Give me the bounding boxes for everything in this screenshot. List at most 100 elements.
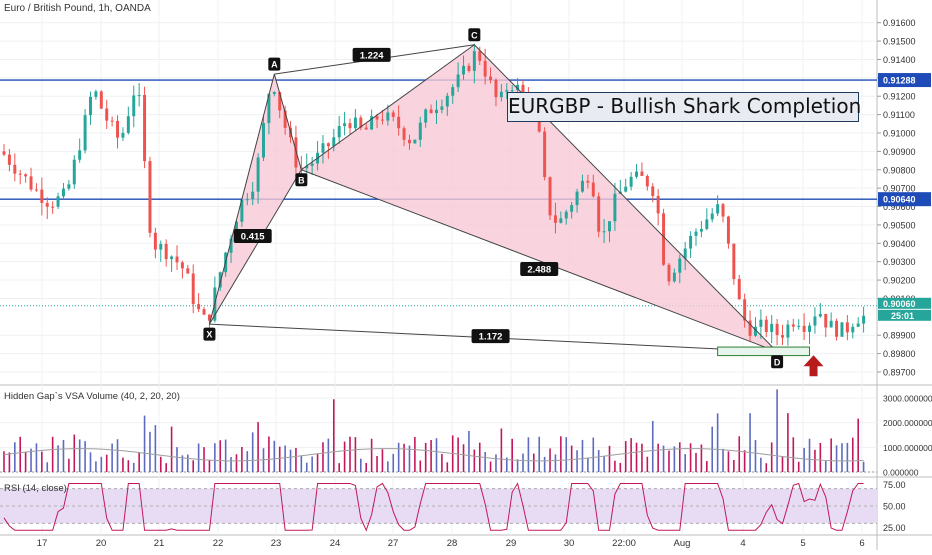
candle xyxy=(808,322,812,345)
bullish-arrow-icon xyxy=(803,355,824,377)
ratio-label: 1.172 xyxy=(479,332,503,343)
candle-body xyxy=(359,117,363,128)
candle-body xyxy=(267,93,271,123)
candle-body xyxy=(262,122,265,158)
y-tick-label: 0.91000 xyxy=(883,129,916,139)
candle-body xyxy=(764,319,768,333)
pattern-triangle-xab xyxy=(209,74,302,325)
candle xyxy=(548,176,552,220)
candle-body xyxy=(348,123,352,129)
volume-tick-label: 1000.000000 xyxy=(883,443,932,453)
candle xyxy=(710,208,714,223)
candle-body xyxy=(424,109,428,123)
pattern-point-marker xyxy=(468,28,481,42)
candle-body xyxy=(856,323,860,327)
candle-body xyxy=(278,92,282,111)
candle-body xyxy=(478,51,482,61)
candle xyxy=(489,67,493,84)
candle-body xyxy=(667,264,671,282)
candle-body xyxy=(710,213,714,220)
candle-body xyxy=(143,94,147,162)
candle xyxy=(424,108,428,128)
rsi-indicator-label: RSI (14, close) xyxy=(4,483,67,494)
candle xyxy=(726,215,730,249)
candle xyxy=(332,128,336,152)
candle-body xyxy=(591,182,595,197)
candle xyxy=(278,91,282,119)
candle xyxy=(251,181,255,206)
candle-body xyxy=(635,171,639,177)
y-tick-label: 0.91500 xyxy=(883,37,916,47)
candle xyxy=(429,104,433,114)
candle xyxy=(499,83,503,102)
candle xyxy=(94,89,98,100)
candle xyxy=(435,100,438,125)
volume-average-line xyxy=(3,448,864,462)
candle xyxy=(764,315,768,338)
candle xyxy=(845,315,849,341)
candle-body xyxy=(343,123,347,127)
candle-body xyxy=(721,204,725,217)
candle-body xyxy=(245,199,249,201)
candle-body xyxy=(386,112,390,121)
candle-body xyxy=(732,243,736,280)
candle xyxy=(656,189,660,226)
candle xyxy=(483,49,487,85)
candle-body xyxy=(332,137,336,147)
candle xyxy=(207,314,211,328)
candle-body xyxy=(786,324,790,338)
candle-body xyxy=(78,150,82,160)
candle-body xyxy=(13,164,17,174)
candle xyxy=(743,293,747,328)
level-price-label: 0.90640 xyxy=(883,195,916,205)
candle xyxy=(364,123,368,130)
candle xyxy=(418,116,422,147)
candle xyxy=(737,274,741,300)
candle-body xyxy=(624,186,628,192)
candle-body xyxy=(743,299,747,321)
candle-body xyxy=(770,323,774,333)
candle xyxy=(267,92,271,135)
candle-body xyxy=(510,90,514,92)
candle xyxy=(56,192,60,209)
candle xyxy=(61,182,65,200)
candle xyxy=(683,241,687,270)
candle-body xyxy=(110,120,114,122)
candle xyxy=(186,264,190,274)
y-tick-label: 0.90600 xyxy=(883,202,916,212)
candle-body xyxy=(40,189,44,203)
candle-body xyxy=(18,173,22,175)
completion-zone-box xyxy=(717,346,811,357)
pattern-line-xa xyxy=(208,74,275,325)
candle-body xyxy=(559,218,563,223)
candle-body xyxy=(170,256,174,260)
candle xyxy=(402,126,406,147)
candle xyxy=(829,312,833,328)
y-tick-label: 0.90500 xyxy=(883,220,916,230)
candle xyxy=(116,115,120,149)
candle xyxy=(440,99,444,114)
candle xyxy=(678,254,682,284)
candle-body xyxy=(840,322,844,337)
candle-body xyxy=(489,76,493,80)
candle-body xyxy=(597,196,601,232)
candle-body xyxy=(413,139,417,144)
x-tick-label: 22 xyxy=(213,538,224,549)
x-tick-label: 20 xyxy=(96,538,107,549)
volume-tick-label: 3000.000000 xyxy=(883,394,932,404)
candle xyxy=(370,109,374,130)
pattern-line-bd xyxy=(301,169,778,353)
candle-body xyxy=(689,235,693,249)
candle-body xyxy=(197,304,201,310)
candle xyxy=(716,195,720,217)
ratio-label-box xyxy=(233,228,272,243)
candle xyxy=(321,135,325,164)
candle xyxy=(83,109,87,154)
x-tick-label: 17 xyxy=(37,538,48,549)
candle-body xyxy=(397,116,401,129)
candle-body xyxy=(105,108,109,121)
candle-body xyxy=(521,84,525,92)
candle-body xyxy=(186,268,190,274)
pattern-point-marker xyxy=(771,355,784,369)
